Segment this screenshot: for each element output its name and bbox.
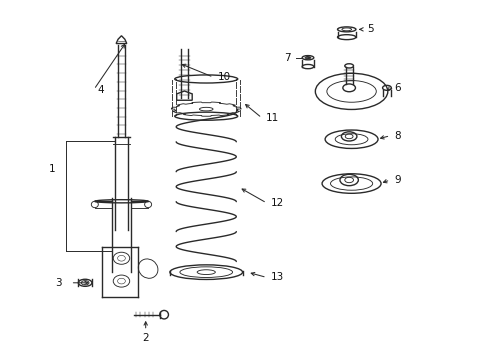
- Text: 12: 12: [270, 198, 284, 208]
- Text: 2: 2: [143, 333, 149, 343]
- Text: 11: 11: [266, 113, 279, 123]
- Text: 1: 1: [49, 165, 55, 174]
- Text: 5: 5: [368, 24, 374, 34]
- Text: 10: 10: [218, 72, 230, 82]
- Text: 13: 13: [270, 273, 284, 283]
- Text: 7: 7: [284, 53, 291, 63]
- Text: 4: 4: [98, 85, 104, 95]
- Text: 8: 8: [394, 131, 401, 141]
- Text: 3: 3: [55, 278, 62, 288]
- Text: 9: 9: [394, 175, 401, 185]
- Text: 6: 6: [394, 83, 401, 93]
